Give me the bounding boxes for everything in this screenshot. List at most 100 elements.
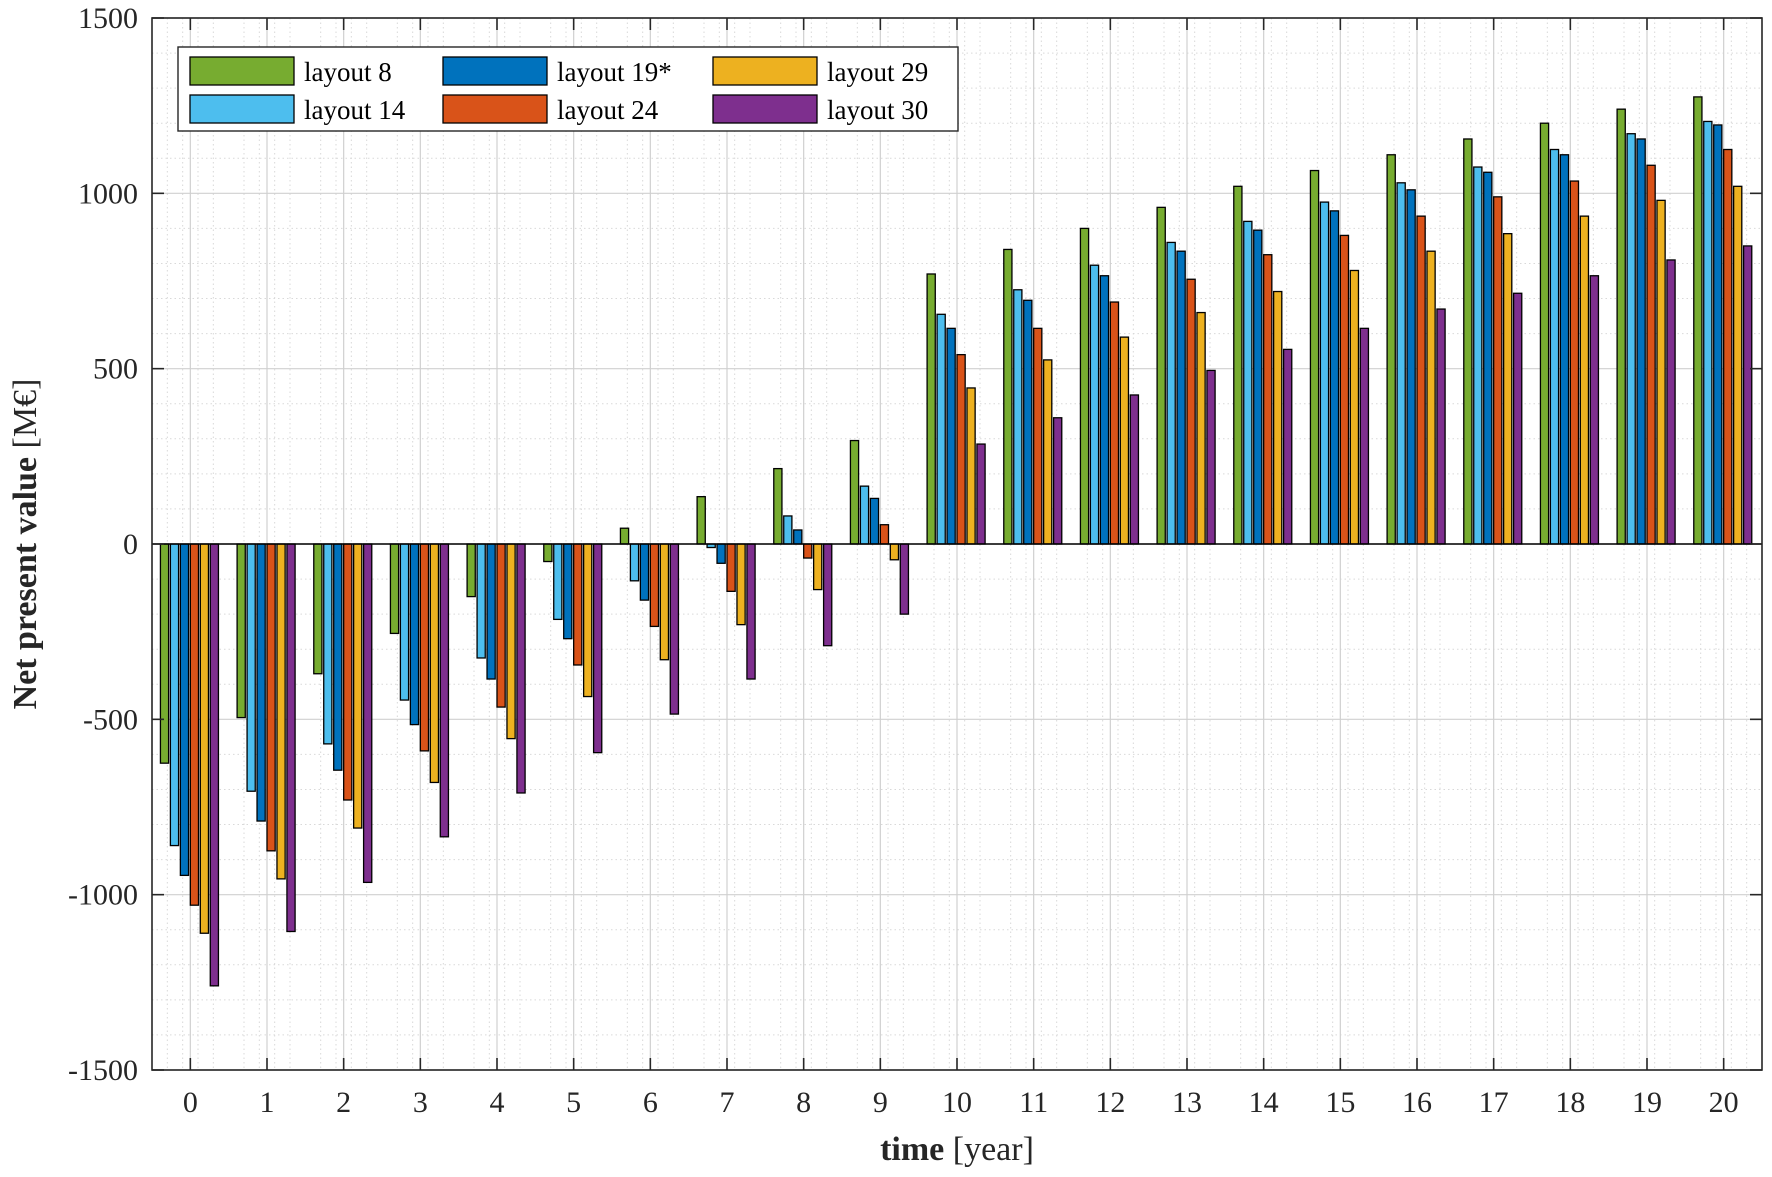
bar — [1023, 299, 1033, 545]
bar — [1119, 336, 1130, 545]
x-tick-label: 17 — [1479, 1086, 1509, 1119]
legend-swatch — [442, 94, 548, 124]
bar — [1416, 215, 1426, 545]
bar — [669, 543, 680, 715]
bar — [1033, 327, 1043, 545]
bar — [1579, 215, 1590, 545]
legend-swatch — [442, 56, 548, 86]
bar — [716, 543, 726, 564]
bar — [439, 543, 450, 838]
bar — [582, 543, 593, 698]
y-tick-label: 1000 — [78, 177, 138, 210]
bar — [352, 543, 363, 829]
legend-box — [177, 46, 959, 132]
x-tick-label: 14 — [1249, 1086, 1279, 1119]
y-tick-labels: -1500 -1000 -500 0 500 1000 1500 — [68, 2, 138, 1087]
bar — [812, 543, 823, 591]
bar — [1703, 120, 1713, 545]
bar — [266, 543, 276, 852]
bar — [1463, 138, 1473, 545]
x-tick-label: 0 — [183, 1086, 198, 1119]
x-tick-label: 15 — [1325, 1086, 1355, 1119]
bar — [1253, 229, 1263, 545]
bar — [1042, 359, 1053, 545]
bar — [419, 543, 430, 752]
bar — [1473, 166, 1483, 545]
y-tick-label: 1500 — [78, 2, 138, 35]
bar — [1339, 234, 1350, 545]
bar — [1013, 289, 1023, 545]
bar — [1539, 122, 1550, 545]
bar — [956, 353, 966, 545]
x-tick-labels: 0 1 2 3 4 5 6 7 8 9 10 11 12 13 14 15 16 17 18 19 20 — [183, 1086, 1739, 1119]
bar — [1089, 264, 1100, 545]
bar — [1713, 124, 1723, 545]
x-tick-label: 7 — [720, 1086, 735, 1119]
bar — [169, 543, 180, 847]
bar — [1626, 133, 1636, 545]
y-axis-title-unit: [M€] — [7, 379, 44, 457]
y-tick-label: -500 — [83, 703, 138, 736]
bar — [236, 543, 246, 719]
x-tick-label: 11 — [1019, 1086, 1048, 1119]
legend-swatch — [712, 94, 818, 124]
x-tick-label: 3 — [413, 1086, 428, 1119]
x-tick-label: 12 — [1095, 1086, 1125, 1119]
bar — [496, 543, 506, 708]
legend-label: layout 24 — [557, 95, 659, 125]
bar — [1206, 369, 1216, 545]
legend-swatch — [712, 56, 818, 86]
bar — [976, 443, 986, 545]
x-tick-label: 2 — [336, 1086, 351, 1119]
x-tick-label: 10 — [942, 1086, 972, 1119]
bar — [592, 543, 603, 754]
y-tick-label: 0 — [123, 528, 138, 561]
axes — [151, 17, 1763, 1071]
bar — [936, 313, 946, 545]
bar — [1656, 199, 1666, 545]
x-axis-title-main: time — [880, 1131, 944, 1168]
bar — [1282, 348, 1293, 545]
x-tick-label: 4 — [490, 1086, 505, 1119]
bar — [822, 543, 833, 647]
bar — [1079, 227, 1090, 545]
bar — [159, 543, 170, 764]
bar — [362, 543, 373, 884]
bar — [1243, 220, 1253, 545]
bar — [1512, 292, 1523, 545]
x-tick-label: 1 — [260, 1086, 275, 1119]
bar — [926, 273, 936, 545]
bar — [899, 543, 910, 615]
bar — [1693, 96, 1703, 545]
bar — [313, 543, 323, 675]
bar — [793, 529, 803, 545]
bar — [1156, 206, 1166, 545]
bar — [1109, 301, 1120, 545]
bar — [399, 543, 410, 701]
bar — [1272, 290, 1283, 545]
bar — [869, 497, 880, 545]
bars — [159, 96, 1753, 987]
bar — [256, 543, 266, 822]
bar — [1176, 250, 1186, 545]
bar — [1616, 108, 1626, 545]
bar — [179, 543, 190, 877]
bar — [573, 543, 583, 666]
x-tick-label: 13 — [1172, 1086, 1202, 1119]
bar — [1732, 185, 1743, 545]
bar — [486, 543, 496, 680]
bar — [1646, 164, 1656, 545]
bar — [389, 543, 400, 635]
bar — [276, 543, 286, 880]
bar — [1589, 275, 1600, 545]
bar — [803, 543, 813, 559]
bar — [879, 524, 890, 545]
bar — [849, 439, 860, 545]
x-tick-label: 20 — [1709, 1086, 1739, 1119]
bar — [286, 543, 296, 933]
bar — [966, 387, 976, 545]
bar — [209, 543, 220, 987]
y-tick-label: -1000 — [68, 879, 138, 912]
bar — [199, 543, 210, 934]
